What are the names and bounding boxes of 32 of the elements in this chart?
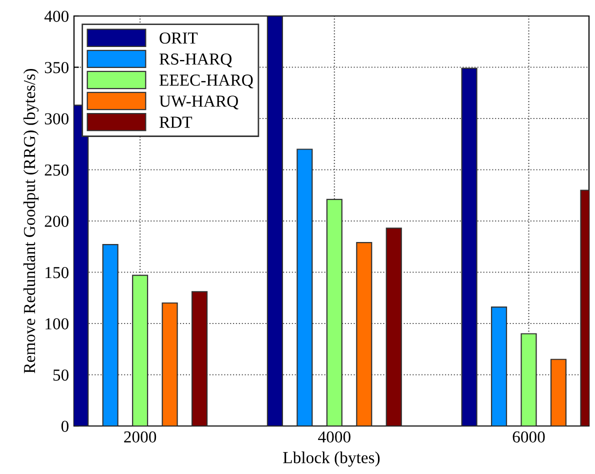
x-tick-label: 2000 [124,431,156,443]
y-tick-label: 100 [46,318,69,330]
bar [296,148,313,426]
y-tick-label: 250 [44,164,69,176]
bar [490,306,508,426]
legend-label: RDT [159,116,192,128]
legend-label: RS-HARQ [159,54,232,68]
y-tick-label: 150 [46,266,69,278]
bar [102,244,118,426]
y-axis-title: Remove Redundant Goodput (RRG) (bytes/s) [23,68,39,374]
legend-label: EEEC-HARQ [159,74,254,88]
y-tick-label: 0 [61,420,69,432]
x-tick-label: 4000 [318,431,350,443]
bar [356,242,372,426]
x-axis-title: Lblock (bytes) [283,452,380,467]
bar [326,198,342,426]
x-tick-label: 6000 [512,431,545,443]
legend-label: UW-HARQ [159,96,238,110]
legend-label: ORIT [160,32,198,44]
bar [461,68,478,426]
bar [132,274,148,426]
bar [266,16,283,426]
y-tick-label: 350 [44,62,69,74]
bar [550,358,567,426]
bar [386,228,402,426]
bar [520,333,537,426]
bar [162,302,178,426]
y-tick-label: 300 [44,113,69,124]
y-tick-label: 400 [44,10,69,22]
bar [192,291,208,426]
y-tick-label: 200 [44,216,69,227]
y-tick-label: 50 [53,369,69,381]
